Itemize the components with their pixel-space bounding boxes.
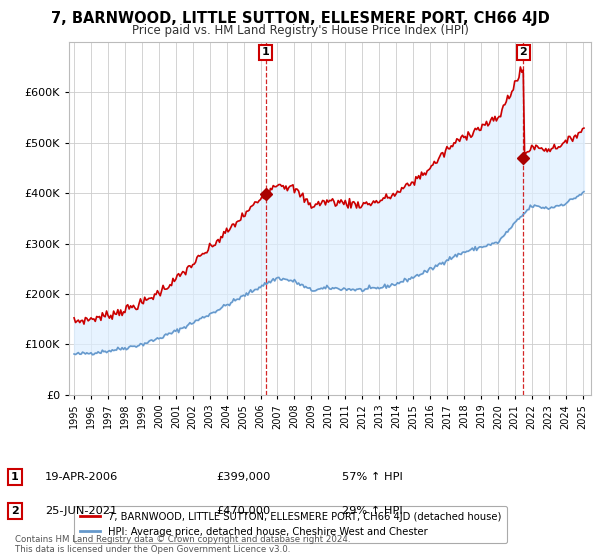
Text: 25-JUN-2021: 25-JUN-2021: [45, 506, 117, 516]
Text: 19-APR-2006: 19-APR-2006: [45, 472, 118, 482]
Text: Price paid vs. HM Land Registry's House Price Index (HPI): Price paid vs. HM Land Registry's House …: [131, 24, 469, 37]
Text: 1: 1: [262, 47, 269, 57]
Text: £470,000: £470,000: [216, 506, 270, 516]
Text: 1: 1: [11, 472, 19, 482]
Text: Contains HM Land Registry data © Crown copyright and database right 2024.
This d: Contains HM Land Registry data © Crown c…: [15, 535, 350, 554]
Legend: 7, BARNWOOD, LITTLE SUTTON, ELLESMERE PORT, CH66 4JD (detached house), HPI: Aver: 7, BARNWOOD, LITTLE SUTTON, ELLESMERE PO…: [74, 506, 508, 543]
Text: 2: 2: [11, 506, 19, 516]
Text: 2: 2: [520, 47, 527, 57]
Text: £399,000: £399,000: [216, 472, 271, 482]
Text: 7, BARNWOOD, LITTLE SUTTON, ELLESMERE PORT, CH66 4JD: 7, BARNWOOD, LITTLE SUTTON, ELLESMERE PO…: [50, 11, 550, 26]
Text: 29% ↑ HPI: 29% ↑ HPI: [342, 506, 403, 516]
Text: 57% ↑ HPI: 57% ↑ HPI: [342, 472, 403, 482]
